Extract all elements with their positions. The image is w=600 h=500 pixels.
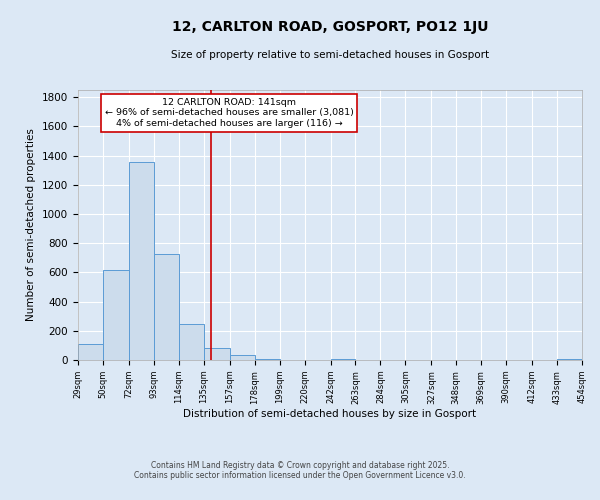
- Text: Size of property relative to semi-detached houses in Gosport: Size of property relative to semi-detach…: [171, 50, 489, 60]
- X-axis label: Distribution of semi-detached houses by size in Gosport: Distribution of semi-detached houses by …: [184, 409, 476, 419]
- Y-axis label: Number of semi-detached properties: Number of semi-detached properties: [26, 128, 37, 322]
- Bar: [230, 355, 254, 360]
- Bar: [129, 162, 154, 360]
- Text: Contains HM Land Registry data © Crown copyright and database right 2025.
Contai: Contains HM Land Registry data © Crown c…: [134, 460, 466, 480]
- Text: 12 CARLTON ROAD: 141sqm
← 96% of semi-detached houses are smaller (3,081)
4% of : 12 CARLTON ROAD: 141sqm ← 96% of semi-de…: [105, 98, 353, 128]
- Text: 12, CARLTON ROAD, GOSPORT, PO12 1JU: 12, CARLTON ROAD, GOSPORT, PO12 1JU: [172, 20, 488, 34]
- Bar: [103, 270, 129, 360]
- Bar: [254, 358, 280, 360]
- Bar: [179, 324, 204, 360]
- Bar: [204, 348, 230, 360]
- Bar: [154, 254, 179, 360]
- Bar: [78, 344, 103, 360]
